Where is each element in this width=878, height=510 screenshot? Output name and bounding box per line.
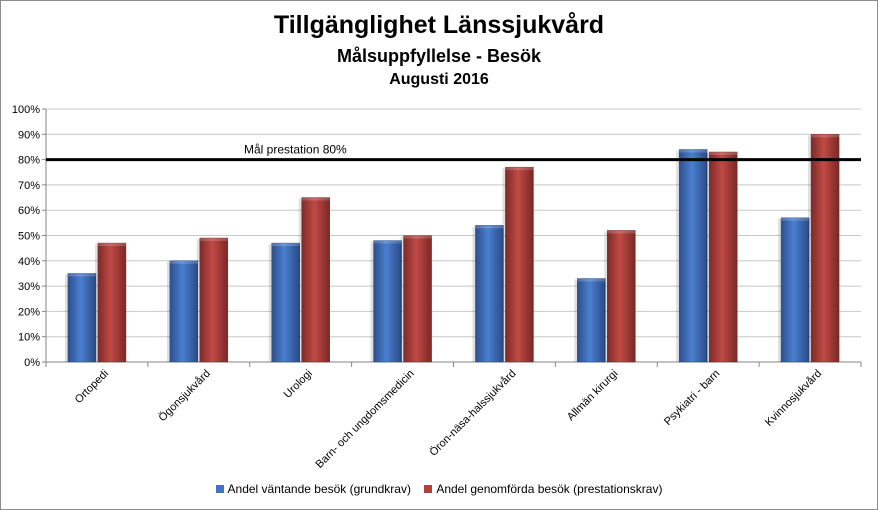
bar-series-2 xyxy=(607,230,636,363)
legend-swatch-red xyxy=(424,485,433,493)
bar-series-2 xyxy=(505,166,534,363)
bar-highlight xyxy=(403,235,432,239)
y-tick-label: 40% xyxy=(18,256,40,268)
y-tick-label: 80% xyxy=(18,155,40,167)
target-line-group: Mål prestation 80% xyxy=(46,143,861,162)
bar-series-1 xyxy=(271,242,300,363)
chart-subtitle: Målsuppfyllelse - Besök xyxy=(336,46,542,66)
y-tick-label: 10% xyxy=(18,332,40,344)
legend-label-series-2: Andel genomförda besök (prestationskrav) xyxy=(436,482,663,496)
legend-item-series-2: Andel genomförda besök (prestationskrav) xyxy=(424,482,662,496)
axes xyxy=(42,108,862,367)
x-category-label: Barn- och ungdomsmedicin xyxy=(314,368,417,471)
bar-series-2 xyxy=(199,237,229,363)
bar-highlight xyxy=(811,134,840,138)
bar-highlight xyxy=(373,240,402,244)
target-line-label: Mål prestation 80% xyxy=(244,143,347,157)
bar-highlight xyxy=(97,243,126,247)
bar-series-2 xyxy=(708,151,738,363)
x-category-label: Allmän kirurgi xyxy=(565,368,621,424)
x-category-label: Öron-näsa-halssjukvård xyxy=(427,368,518,459)
bar-series-1 xyxy=(678,149,708,363)
bar-highlight xyxy=(199,238,228,242)
bar-series-1 xyxy=(373,240,402,363)
x-category-label: Ögonsjukvård xyxy=(156,368,212,424)
chart-period: Augusti 2016 xyxy=(389,71,489,88)
bar-highlight xyxy=(679,149,708,153)
bar-highlight xyxy=(475,225,504,229)
x-category-label: Kvinnosjukvård xyxy=(763,368,824,429)
bar-series-1 xyxy=(577,278,606,363)
bar-series-1 xyxy=(780,217,810,363)
bar-highlight xyxy=(577,278,606,282)
bar-highlight xyxy=(271,243,300,247)
legend-label-series-1: Andel väntande besök (grundkrav) xyxy=(227,482,411,496)
bar-highlight xyxy=(781,217,810,221)
x-category-label: Urologi xyxy=(282,368,315,401)
bar-series-1 xyxy=(67,273,97,363)
legend-swatch-blue xyxy=(215,485,224,493)
chart-title: Tillgänglighet Länssjukvård xyxy=(273,11,605,39)
bar-series-1 xyxy=(169,260,199,363)
legend: Andel väntande besök (grundkrav) Andel g… xyxy=(1,482,877,496)
y-tick-label: 30% xyxy=(18,281,40,293)
y-tick-label: 70% xyxy=(18,180,40,192)
y-tick-label: 20% xyxy=(18,306,40,318)
bar-highlight xyxy=(169,260,198,264)
x-category-label: Psykiatri - barn xyxy=(662,368,722,428)
x-category-label: Ortopedi xyxy=(73,368,111,406)
y-tick-label: 60% xyxy=(18,205,40,217)
bar-series-2 xyxy=(403,235,432,363)
bar-series-2 xyxy=(301,197,330,363)
bar-highlight xyxy=(709,152,738,156)
y-tick-label: 50% xyxy=(18,231,40,243)
y-tick-label: 90% xyxy=(18,129,40,141)
bar-highlight xyxy=(505,167,534,171)
bar-series-2 xyxy=(97,242,127,363)
bar-highlight xyxy=(67,273,96,277)
y-tick-label: 100% xyxy=(12,104,40,116)
y-tick-label: 0% xyxy=(24,357,40,369)
bar-highlight xyxy=(301,197,330,201)
legend-item-series-1: Andel väntande besök (grundkrav) xyxy=(215,482,411,496)
bar-series-2 xyxy=(810,134,840,363)
bar-series-1 xyxy=(475,225,504,363)
bar-highlight xyxy=(607,230,636,234)
bars xyxy=(64,134,840,363)
